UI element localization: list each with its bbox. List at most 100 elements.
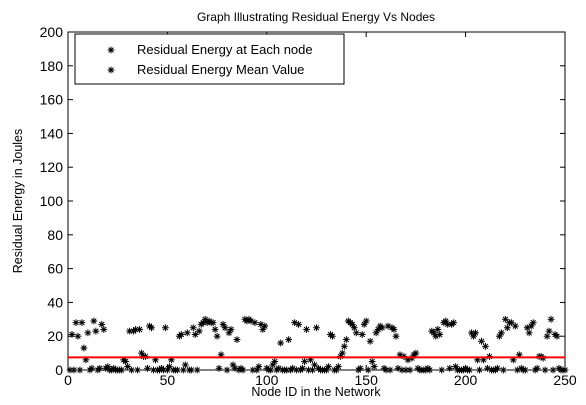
data-point — [118, 366, 126, 374]
data-point — [434, 326, 442, 333]
data-point — [132, 326, 139, 333]
data-point — [150, 366, 157, 374]
data-point — [74, 332, 82, 340]
data-point — [543, 332, 551, 340]
y-tick-label: 40 — [47, 294, 63, 310]
data-point — [271, 358, 279, 365]
data-point — [301, 358, 308, 365]
data-point — [239, 366, 247, 374]
data-point — [313, 324, 320, 332]
data-point — [179, 366, 187, 374]
data-point — [368, 358, 376, 365]
data-point — [213, 332, 221, 340]
y-tick-label: 80 — [47, 227, 63, 243]
data-point — [406, 366, 414, 374]
data-point — [148, 324, 155, 332]
data-point — [482, 342, 489, 350]
data-point — [68, 331, 76, 338]
data-point — [84, 329, 92, 337]
x-tick-label: 200 — [454, 372, 478, 388]
data-point — [261, 322, 269, 330]
data-point — [497, 329, 505, 337]
data-point — [438, 366, 446, 374]
y-tick-label: 60 — [47, 261, 63, 277]
data-point — [545, 327, 553, 335]
data-point — [362, 317, 370, 325]
data-point — [221, 324, 229, 332]
data-point — [525, 329, 533, 337]
data-point — [267, 366, 275, 374]
data-point — [541, 366, 549, 374]
x-tick-label: 50 — [160, 372, 176, 388]
data-point — [309, 366, 316, 374]
data-point — [251, 319, 259, 327]
data-point — [193, 366, 201, 374]
y-tick-label: 140 — [40, 125, 64, 141]
data-point — [547, 315, 555, 323]
chart-title: Graph Illustrating Residual Energy Vs No… — [197, 10, 435, 24]
data-point — [533, 364, 541, 372]
data-point — [209, 319, 217, 327]
y-tick-label: 100 — [40, 193, 64, 209]
data-point — [144, 364, 151, 372]
data-point — [358, 331, 366, 338]
data-point — [378, 324, 386, 332]
data-point — [549, 366, 557, 374]
data-point — [466, 366, 473, 374]
y-tick-label: 120 — [40, 159, 64, 175]
data-point — [450, 319, 458, 327]
y-tick-label: 0 — [55, 362, 63, 378]
legend-box — [74, 33, 345, 85]
data-point — [426, 366, 434, 374]
data-point — [340, 342, 348, 350]
data-point — [472, 329, 479, 337]
data-point — [499, 366, 507, 374]
data-point — [366, 337, 374, 345]
data-point — [342, 336, 350, 343]
legend: Residual Energy at Each node Residual En… — [74, 33, 345, 85]
data-point — [211, 326, 219, 333]
x-tick-label: 250 — [553, 372, 577, 388]
data-point — [191, 331, 199, 338]
data-point — [70, 366, 78, 374]
data-point — [122, 358, 130, 365]
data-point — [303, 326, 310, 333]
data-point — [452, 363, 460, 371]
data-point — [215, 364, 223, 372]
data-point — [412, 349, 420, 357]
data-point — [299, 364, 306, 372]
data-point — [90, 317, 98, 325]
data-point — [338, 349, 346, 357]
y-tick-label: 20 — [47, 328, 63, 344]
data-point — [76, 366, 84, 374]
data-point — [521, 366, 529, 374]
data-point — [529, 319, 537, 327]
data-point — [96, 364, 104, 372]
data-point — [100, 326, 108, 333]
data-point — [255, 363, 263, 371]
data-point — [503, 324, 511, 332]
data-point — [392, 332, 400, 340]
y-tick-label: 180 — [40, 58, 64, 74]
data-point — [277, 339, 285, 347]
data-point — [187, 366, 195, 374]
data-point — [92, 327, 100, 335]
data-point — [223, 366, 231, 374]
data-point — [513, 366, 521, 374]
data-point — [227, 326, 235, 333]
data-point — [334, 363, 342, 371]
data-point — [136, 326, 143, 333]
data-point — [553, 332, 561, 340]
data-point — [162, 324, 169, 332]
data-point — [478, 337, 485, 345]
data-point — [98, 320, 106, 328]
data-point — [350, 324, 358, 332]
data-point — [189, 324, 197, 332]
data-point — [195, 327, 203, 335]
x-axis-label: Node ID in the Network — [251, 385, 381, 399]
data-point — [72, 319, 80, 327]
data-point — [370, 363, 378, 371]
x-tick-label: 100 — [255, 372, 279, 388]
y-tick-label: 160 — [40, 92, 64, 108]
